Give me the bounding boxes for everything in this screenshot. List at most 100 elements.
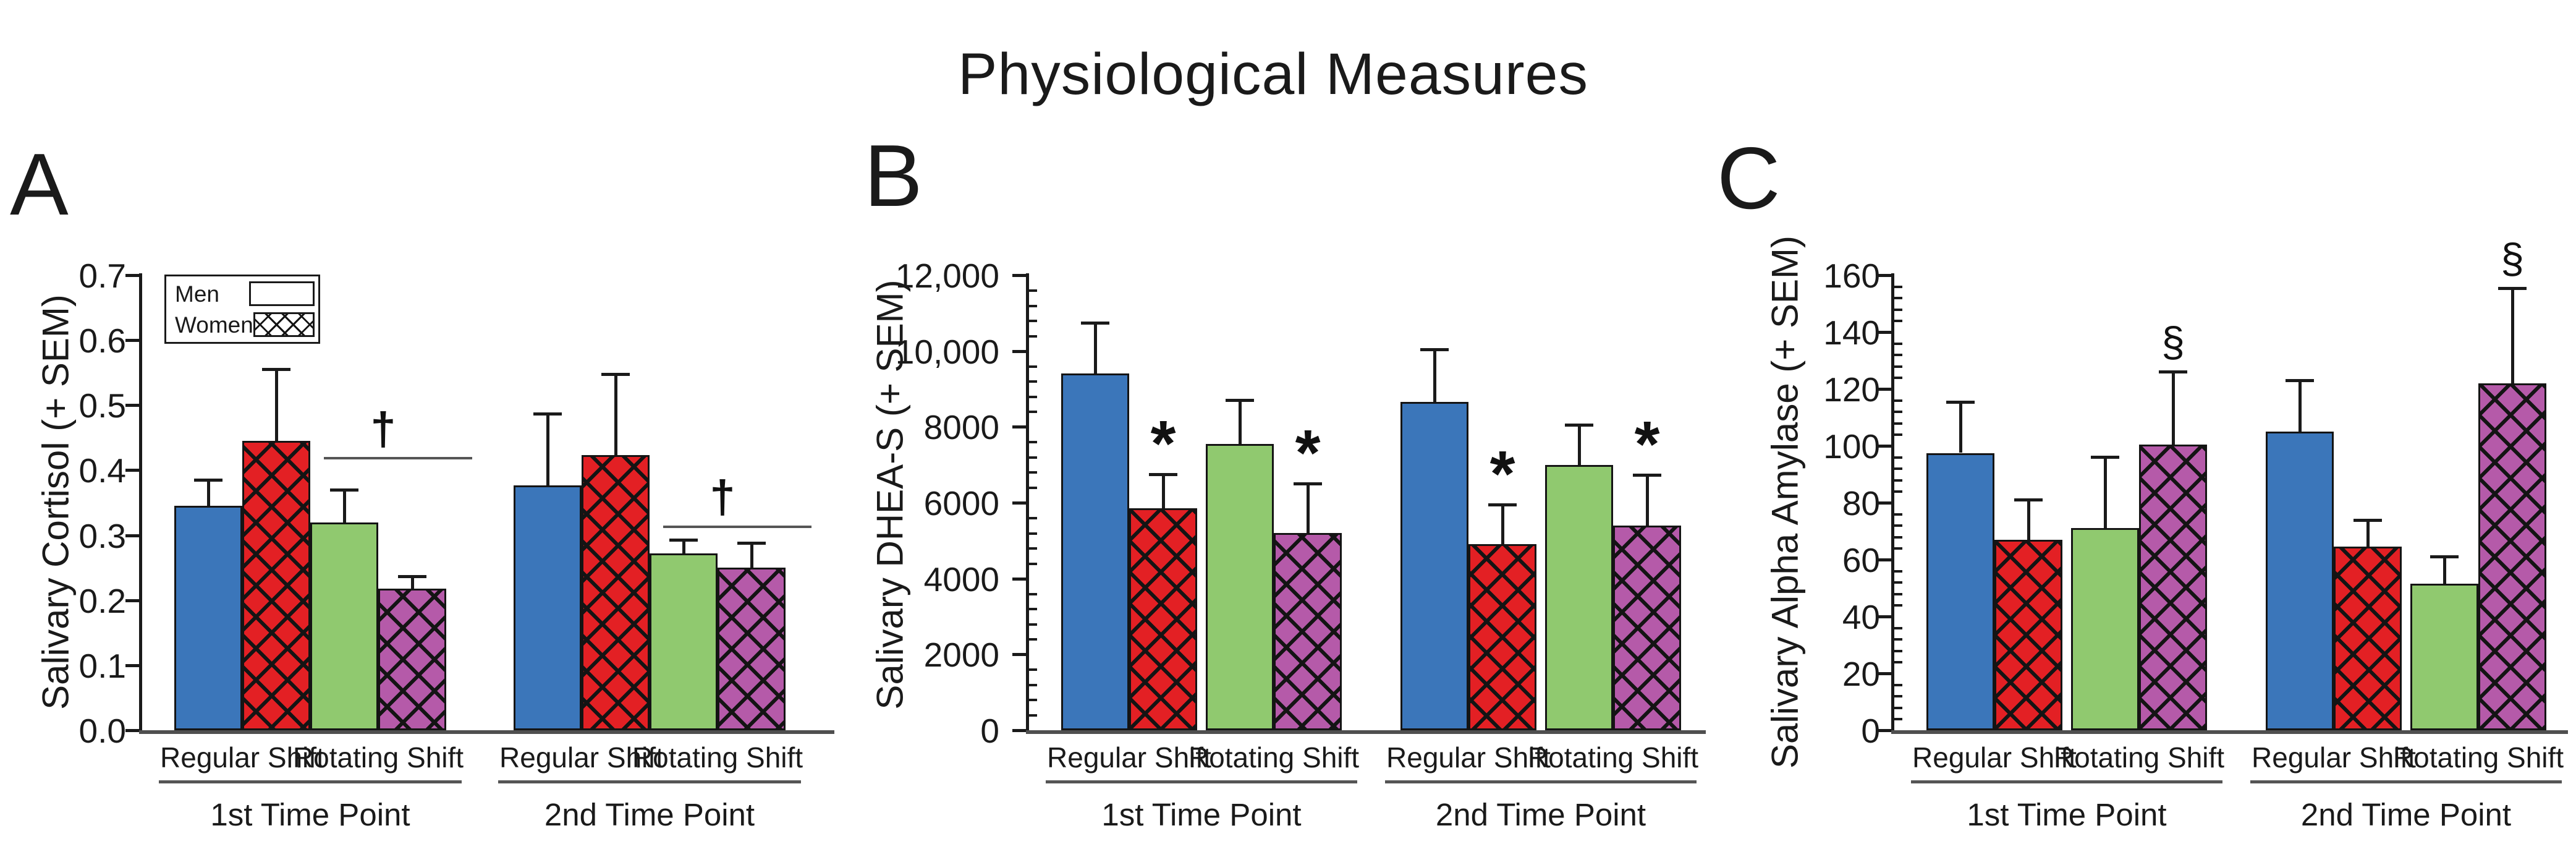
asterisk-marker: * <box>1150 407 1176 480</box>
y-major-tick <box>1878 672 1891 675</box>
error-bar-cap <box>330 488 358 492</box>
y-minor-tick <box>1894 479 1902 482</box>
x-tick-label-rotating: Rotating Shift <box>292 741 464 774</box>
y-tick-label: 40 <box>1842 598 1880 636</box>
y-minor-tick <box>1029 456 1037 459</box>
error-bar-stem <box>614 373 617 456</box>
error-bar-stem <box>750 543 753 568</box>
time-point-underline <box>1911 780 2222 783</box>
error-bar-stem <box>1645 475 1649 526</box>
y-minor-tick <box>1894 695 1902 698</box>
y-major-tick <box>1012 501 1026 505</box>
y-minor-tick <box>1894 513 1902 516</box>
error-bar-cap <box>737 542 766 545</box>
error-bar-cap <box>194 479 222 482</box>
y-minor-tick <box>1894 399 1902 402</box>
comparison-line <box>663 525 811 528</box>
y-minor-tick <box>1029 547 1037 550</box>
x-tick-label-rotating: Rotating Shift <box>632 741 803 774</box>
error-bar-stem <box>1959 401 1962 453</box>
error-bar-stem <box>2027 500 2030 540</box>
y-major-tick <box>1878 274 1891 277</box>
panel-letter-a: A <box>10 135 69 234</box>
y-minor-tick <box>1894 581 1902 584</box>
error-bar-cap <box>1226 399 1254 403</box>
x-axis <box>1891 730 2568 734</box>
y-minor-tick <box>1029 380 1037 383</box>
error-bar-cap <box>1081 321 1109 325</box>
bar-2nd-rotating-men <box>1545 464 1613 730</box>
y-major-tick <box>125 534 139 537</box>
legend: Men Women <box>164 275 320 344</box>
y-minor-tick <box>1894 718 1902 721</box>
time-point-label-1st: 1st Time Point <box>210 797 410 832</box>
y-minor-tick <box>1029 289 1037 292</box>
y-major-tick <box>1878 388 1891 391</box>
y-tick-label: 140 <box>1823 313 1880 352</box>
bar-1st-regular-men <box>1061 373 1129 730</box>
y-tick-label: 0.6 <box>78 322 126 360</box>
error-bar-cap <box>1294 482 1322 486</box>
error-bar-cap <box>2354 518 2382 522</box>
x-tick-label-regular: Regular Shift <box>1047 741 1211 774</box>
y-major-tick <box>1878 558 1891 561</box>
y-minor-tick <box>1894 433 1902 437</box>
time-point-label-2nd: 2nd Time Point <box>544 797 755 832</box>
bar-2nd-rotating-women <box>1613 525 1681 730</box>
legend-swatch-women <box>253 312 315 337</box>
y-tick-label: 0.2 <box>78 581 126 620</box>
y-minor-tick <box>1029 441 1037 444</box>
time-point-underline <box>2250 780 2562 783</box>
y-major-tick <box>1012 729 1026 732</box>
error-bar-stem <box>1306 484 1310 534</box>
y-minor-tick <box>1894 569 1902 573</box>
dagger-marker: † <box>710 471 735 522</box>
y-tick-label: 0.4 <box>78 451 126 490</box>
y-major-tick <box>125 469 139 472</box>
bar-2nd-regular-men <box>2266 432 2334 730</box>
y-minor-tick <box>1029 562 1037 565</box>
y-minor-tick <box>1029 623 1037 626</box>
y-tick-label: 0.7 <box>78 257 126 295</box>
x-tick-label-regular: Regular Shift <box>1912 741 2077 774</box>
y-minor-tick <box>1894 467 1902 471</box>
error-bar-cap <box>601 372 630 376</box>
error-bar-cap <box>1488 503 1517 507</box>
y-major-tick <box>125 274 139 277</box>
y-tick-label: 120 <box>1823 370 1880 409</box>
x-tick-label-rotating: Rotating Shift <box>2392 741 2564 774</box>
y-minor-tick <box>1894 626 1902 629</box>
y-minor-tick <box>1894 365 1902 368</box>
y-minor-tick <box>1894 308 1902 311</box>
y-minor-tick <box>1894 285 1902 288</box>
y-major-tick <box>125 663 139 667</box>
y-minor-tick <box>1894 661 1902 664</box>
error-bar-cap <box>2430 555 2459 559</box>
y-major-tick <box>1878 445 1891 448</box>
bar-1st-rotating-men <box>2071 528 2139 730</box>
y-minor-tick <box>1029 486 1037 489</box>
y-minor-tick <box>1894 422 1902 425</box>
legend-label-men: Men <box>175 281 219 307</box>
y-tick-label: 6000 <box>923 484 999 522</box>
error-bar-cap <box>1149 473 1177 476</box>
error-bar-stem <box>206 480 210 506</box>
error-bar-stem <box>1577 425 1581 465</box>
error-bar-stem <box>682 539 685 553</box>
y-minor-tick <box>1894 456 1902 459</box>
bar-1st-rotating-men <box>1206 443 1274 730</box>
bar-2nd-regular-men <box>1400 402 1468 730</box>
y-major-tick <box>1012 425 1026 429</box>
y-major-tick <box>1012 274 1026 277</box>
y-axis <box>1891 273 1894 733</box>
y-minor-tick <box>1894 649 1902 652</box>
error-bar-cap <box>262 368 290 372</box>
bar-1st-regular-women <box>1129 508 1197 730</box>
y-tick-label: 12,000 <box>895 257 999 295</box>
y-minor-tick <box>1029 668 1037 672</box>
asterisk-marker: * <box>1489 438 1515 511</box>
y-major-tick <box>1878 501 1891 505</box>
y-minor-tick <box>1029 638 1037 641</box>
